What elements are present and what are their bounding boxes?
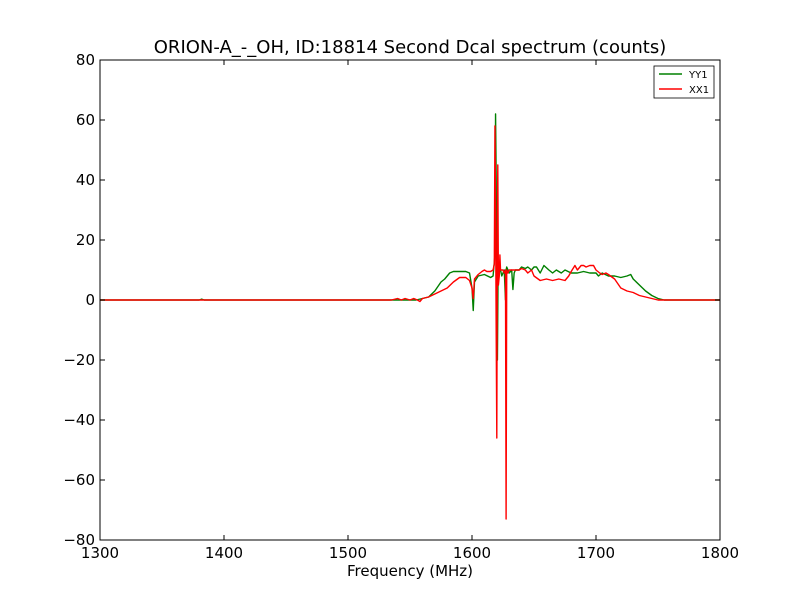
series-layer bbox=[100, 113, 720, 520]
x-axis: 1300 1400 1500 1600 1700 1800 bbox=[81, 60, 739, 562]
series-line-yy1 bbox=[100, 113, 720, 361]
legend-label-xx1: XX1 bbox=[689, 85, 709, 96]
y-tick-label: 0 bbox=[85, 291, 95, 309]
y-tick-label: −40 bbox=[63, 411, 95, 429]
x-tick-label: 1800 bbox=[701, 544, 739, 562]
x-tick-label: 1500 bbox=[329, 544, 367, 562]
y-tick-label: 80 bbox=[76, 51, 95, 69]
legend-label-yy1: YY1 bbox=[688, 70, 708, 81]
x-tick-label: 1400 bbox=[205, 544, 243, 562]
y-tick-label: 40 bbox=[76, 171, 95, 189]
y-tick-label: 60 bbox=[76, 111, 95, 129]
y-tick-label: −60 bbox=[63, 471, 95, 489]
y-axis: −80 −60 −40 −20 0 20 40 60 80 bbox=[63, 51, 720, 549]
chart-title: ORION-A_-_OH, ID:18814 Second Dcal spect… bbox=[154, 37, 666, 58]
legend-box bbox=[653, 65, 715, 99]
series-line-xx1 bbox=[100, 125, 720, 520]
x-tick-label: 1600 bbox=[453, 544, 491, 562]
x-tick-label: 1700 bbox=[577, 544, 615, 562]
x-tick-label: 1300 bbox=[81, 544, 119, 562]
y-tick-label: −20 bbox=[63, 351, 95, 369]
x-axis-label: Frequency (MHz) bbox=[347, 562, 473, 580]
y-tick-label: −80 bbox=[63, 531, 95, 549]
y-tick-label: 20 bbox=[76, 231, 95, 249]
